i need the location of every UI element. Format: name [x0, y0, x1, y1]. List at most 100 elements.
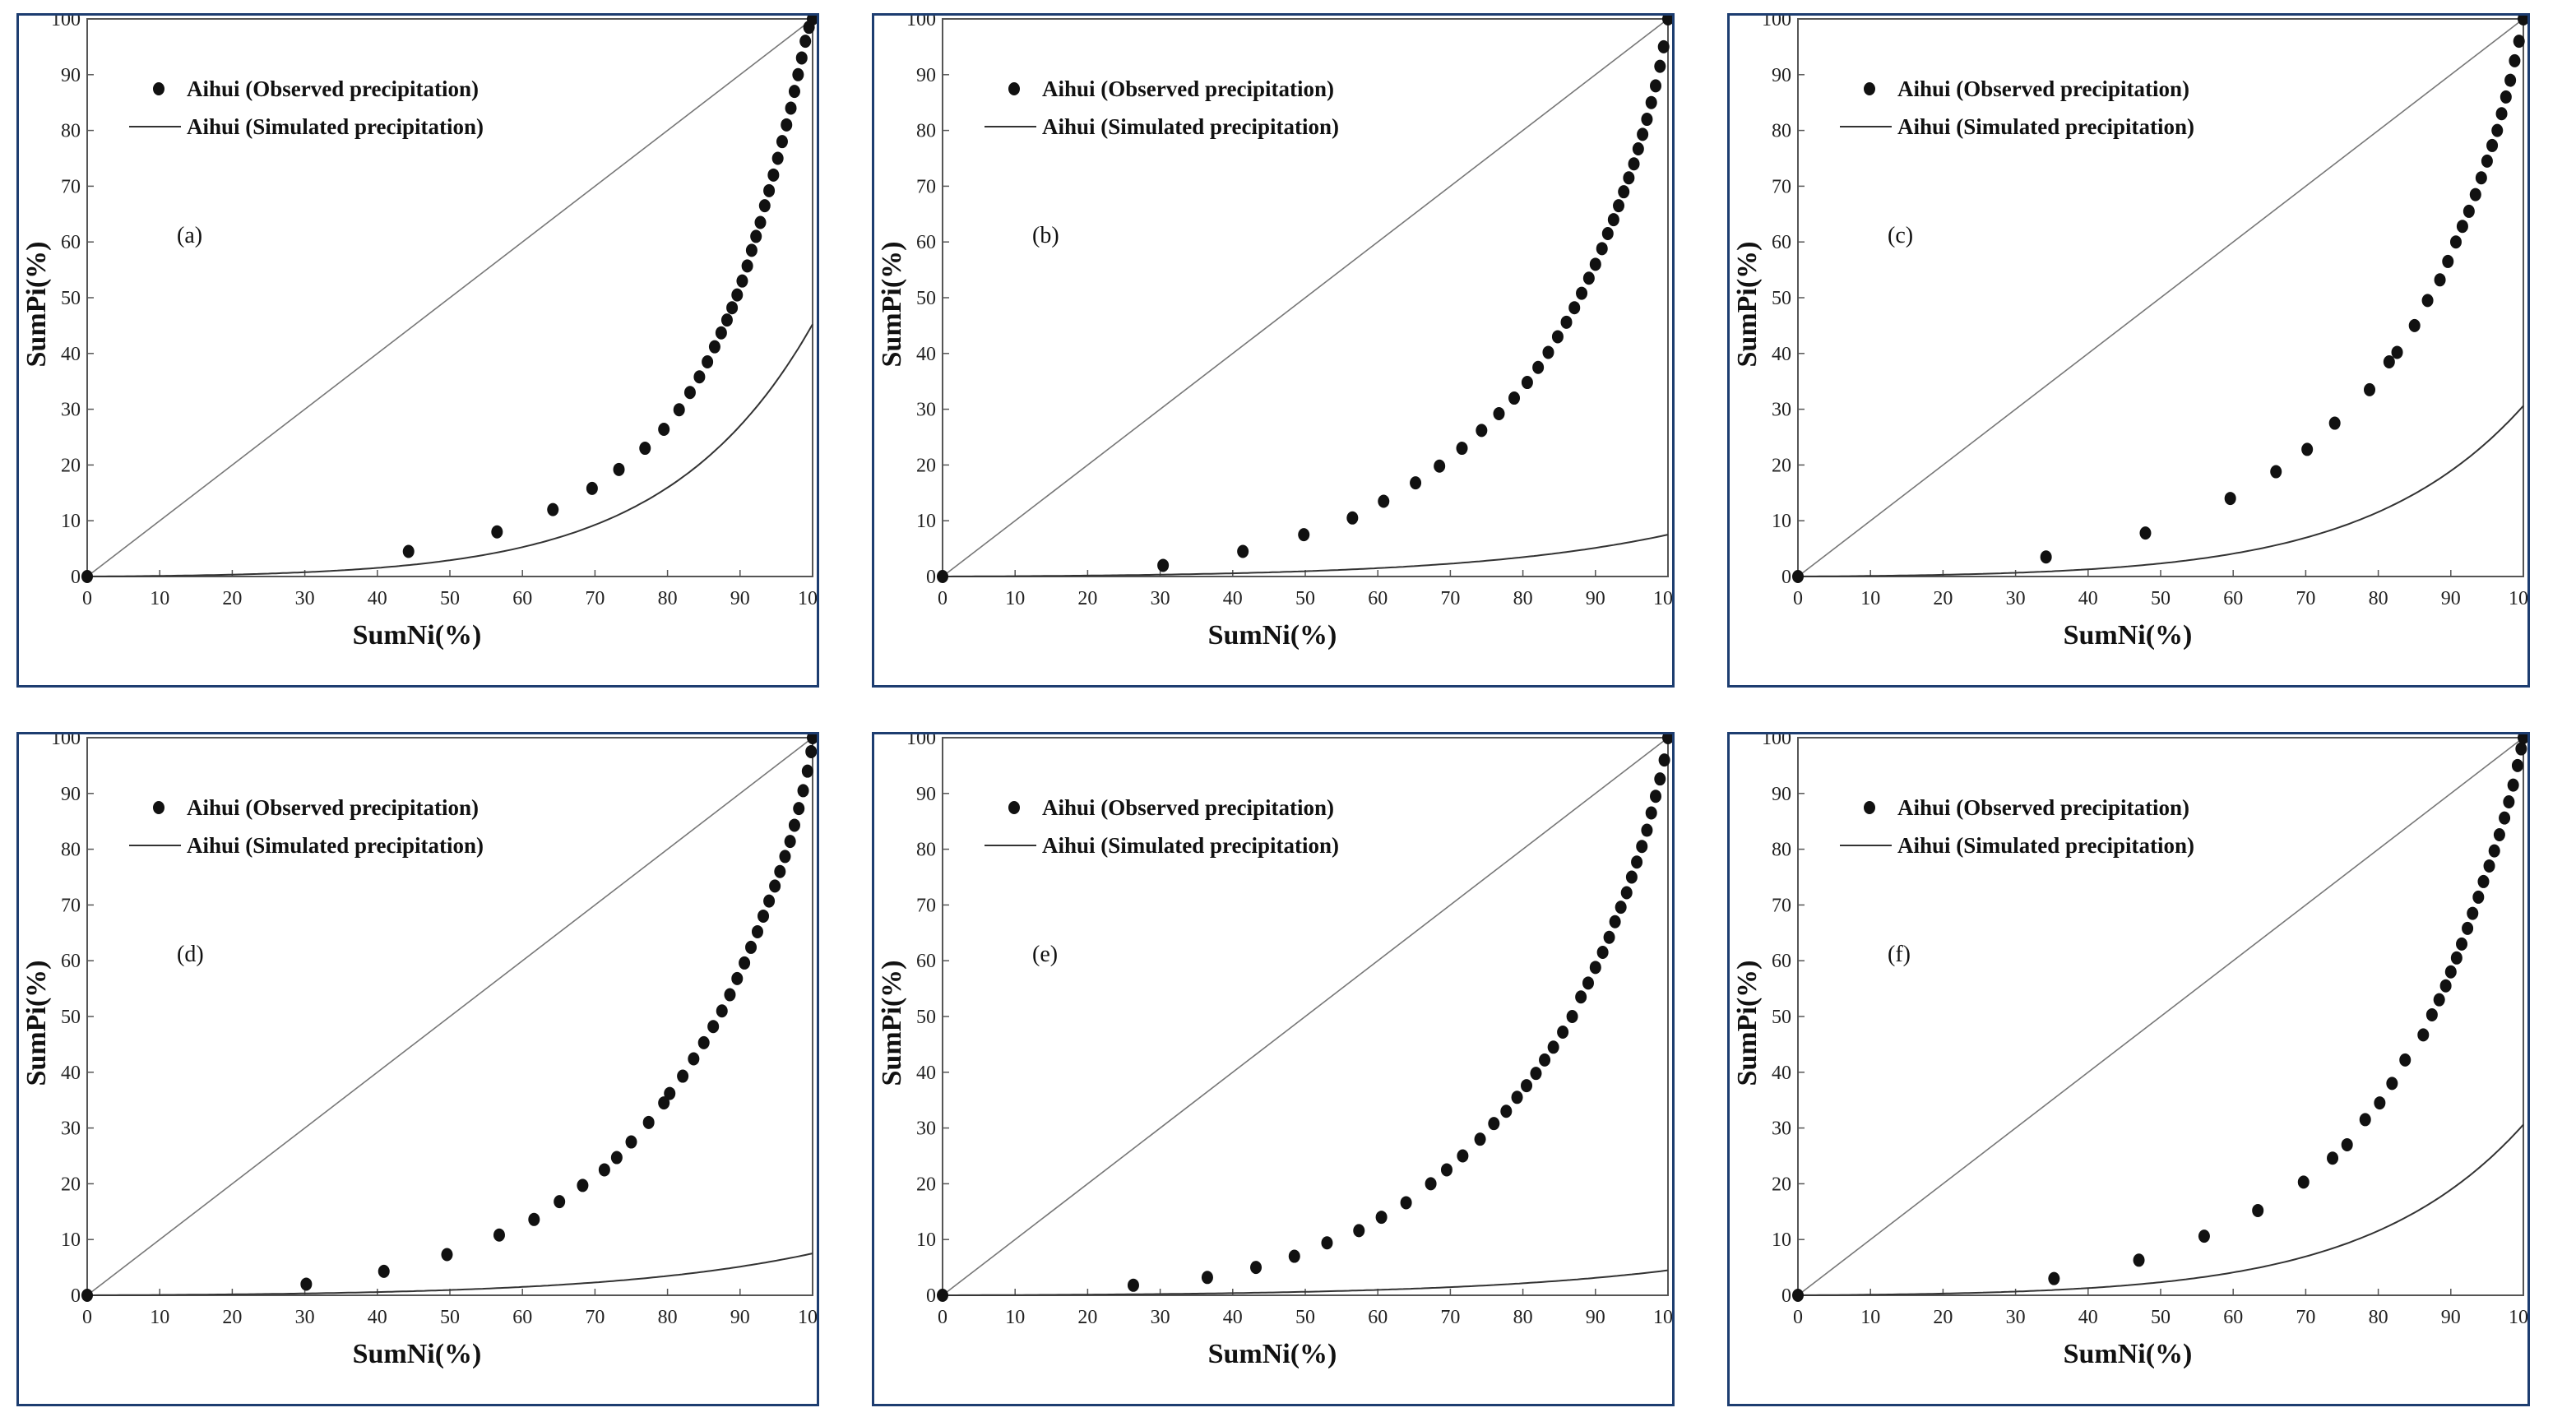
observed-point	[2442, 254, 2454, 268]
observed-point	[1575, 990, 1587, 1004]
chart-svg: 0 10 20 30 40 50 60 70 80 90 100 0 10 20 30 40 50 60 70 80 9…	[877, 734, 1672, 1369]
observed-point	[658, 1096, 670, 1110]
legend-marker-observed	[153, 82, 164, 95]
observed-point	[547, 502, 559, 516]
observed-point	[1603, 930, 1615, 944]
observed-point	[1250, 1261, 1263, 1275]
observed-point	[2386, 1077, 2398, 1091]
observed-point	[1645, 95, 1657, 109]
observed-point	[1576, 286, 1588, 300]
y-tick-label: 50	[61, 1007, 81, 1028]
observed-point	[642, 1115, 655, 1129]
legend-label-observed: Aihui (Observed precipitation)	[1897, 795, 2189, 820]
x-tick-label: 50	[2151, 588, 2171, 609]
chart-panel-2: 0 10 20 30 40 50 60 70 80 90 100 0 10 20 30 40 50 60 70 80 9…	[1727, 13, 2530, 688]
observed-point	[1625, 870, 1638, 884]
observed-point	[2359, 1113, 2371, 1127]
observed-point	[739, 956, 751, 970]
observed-point	[2374, 1096, 2386, 1110]
x-axis-title: SumNi(%)	[1208, 620, 1337, 651]
observed-point	[2499, 811, 2511, 825]
x-tick-label: 70	[1440, 588, 1460, 609]
y-tick-label: 90	[916, 784, 936, 805]
observed-point	[1582, 976, 1594, 990]
observed-point	[707, 1020, 720, 1034]
y-tick-label: 40	[916, 1063, 936, 1084]
y-tick-label: 100	[51, 16, 81, 30]
x-tick-label: 70	[2296, 1307, 2315, 1328]
observed-point	[613, 462, 625, 476]
observed-point	[702, 354, 714, 368]
x-tick-label: 100	[2509, 588, 2527, 609]
y-tick-label: 50	[1772, 1007, 1791, 1028]
observed-point	[1662, 734, 1672, 744]
y-tick-label: 90	[916, 65, 936, 86]
x-tick-label: 10	[1005, 588, 1025, 609]
x-tick-label: 100	[1653, 588, 1672, 609]
observed-point	[807, 16, 817, 25]
observed-point	[677, 1069, 689, 1083]
observed-point	[788, 85, 800, 99]
x-axis-title: SumNi(%)	[353, 620, 482, 651]
observed-point	[758, 909, 770, 923]
observed-point	[1636, 840, 1648, 854]
simulated-curve	[87, 1253, 813, 1296]
y-tick-label: 0	[1781, 1285, 1791, 1307]
observed-point	[2493, 827, 2505, 841]
observed-point	[2469, 188, 2481, 201]
legend-label-simulated: Aihui (Simulated precipitation)	[187, 114, 484, 139]
observed-point	[724, 988, 736, 1002]
observed-point	[1476, 424, 1488, 438]
y-tick-label: 0	[1781, 567, 1791, 588]
observed-point	[751, 924, 763, 938]
x-tick-label: 50	[2151, 1307, 2171, 1328]
observed-point	[2456, 220, 2468, 234]
x-tick-label: 80	[1513, 588, 1533, 609]
observed-point	[658, 423, 670, 437]
chart-panel-1: 0 10 20 30 40 50 60 70 80 90 100 0 10 20 30 40 50 60 70 80 9…	[872, 13, 1675, 688]
y-tick-label: 70	[61, 895, 81, 916]
y-axis-title: SumPi(%)	[21, 242, 52, 368]
y-tick-label: 20	[61, 455, 81, 476]
observed-point	[81, 570, 93, 583]
y-tick-label: 70	[1772, 895, 1791, 916]
y-tick-label: 40	[61, 1063, 81, 1084]
observed-point	[758, 199, 771, 213]
x-tick-label: 90	[2441, 1307, 2461, 1328]
y-tick-label: 40	[1772, 1063, 1791, 1084]
observed-point	[776, 135, 788, 149]
observed-point	[1511, 1091, 1523, 1104]
observed-point	[2399, 1053, 2412, 1067]
observed-point	[1488, 1117, 1500, 1131]
observed-point	[1596, 242, 1608, 256]
y-tick-label: 60	[1772, 951, 1791, 972]
observed-point	[763, 894, 776, 908]
x-tick-label: 20	[1933, 588, 1953, 609]
legend-marker-observed	[1864, 801, 1875, 814]
observed-point	[402, 544, 415, 558]
x-tick-label: 20	[1077, 1307, 1097, 1328]
observed-point	[1596, 946, 1609, 960]
y-tick-label: 90	[1772, 65, 1791, 86]
observed-point	[1521, 376, 1533, 390]
observed-point	[2297, 1175, 2310, 1189]
observed-point	[673, 403, 685, 417]
equality-line	[942, 18, 1669, 577]
observed-point	[2449, 235, 2462, 249]
equality-line	[86, 737, 813, 1296]
observed-point	[1792, 570, 1804, 583]
legend-label-observed: Aihui (Observed precipitation)	[187, 76, 479, 101]
observed-point	[693, 370, 706, 384]
x-tick-label: 100	[1653, 1307, 1672, 1328]
observed-point	[1650, 790, 1662, 803]
observed-point	[2327, 1151, 2339, 1165]
y-tick-label: 0	[926, 1285, 936, 1307]
y-tick-label: 70	[61, 176, 81, 197]
y-axis-title: SumPi(%)	[877, 242, 907, 368]
legend-marker-observed	[1008, 82, 1020, 95]
observed-point	[754, 215, 767, 229]
x-tick-label: 60	[2223, 1307, 2243, 1328]
observed-point	[1410, 476, 1422, 490]
observed-point	[2341, 1137, 2353, 1151]
x-tick-label: 10	[1860, 1307, 1880, 1328]
